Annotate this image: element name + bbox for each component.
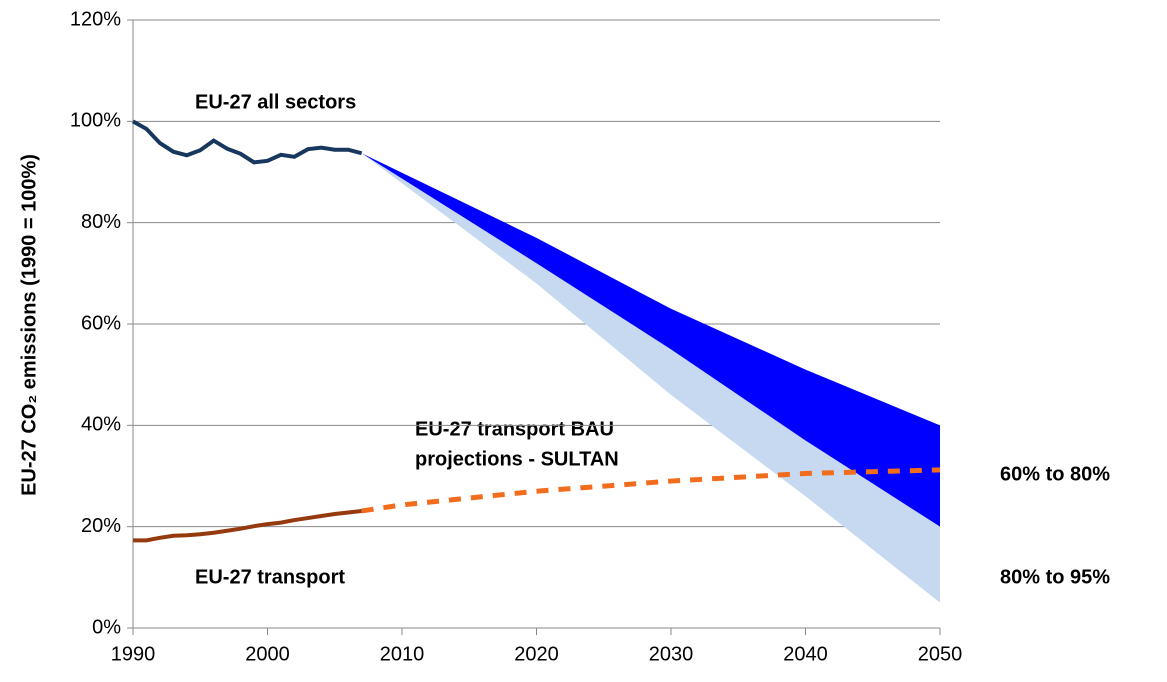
plot <box>133 19 940 528</box>
x-tick-label: 2000 <box>245 643 290 665</box>
y-tick-label: 120% <box>70 8 121 30</box>
y-tick-label: 20% <box>81 515 121 537</box>
y-tick-label: 60% <box>81 312 121 334</box>
x-tick-label: 2040 <box>783 643 828 665</box>
y-tick-label: 40% <box>81 414 121 436</box>
x-tick-label: 2050 <box>918 643 963 665</box>
y-tick-label: 0% <box>92 616 121 638</box>
band <box>361 153 940 527</box>
band <box>361 153 940 603</box>
x-tick-label: 1990 <box>111 643 156 665</box>
y-axis-title: EU-27 CO₂ emissions (1990 = 100%) <box>18 154 40 496</box>
x-tick-label: 2020 <box>514 643 559 665</box>
annotation: EU-27 all sectors <box>195 91 356 113</box>
y-tick-label: 100% <box>70 110 121 132</box>
y-tick-label: 80% <box>81 211 121 233</box>
x-tick-label: 2030 <box>649 643 694 665</box>
band-label: 80% to 95% <box>1000 566 1110 588</box>
annotation: projections - SULTAN <box>415 448 619 470</box>
annotation: EU-27 transport <box>195 566 345 588</box>
band-label: 60% to 80% <box>1000 463 1110 485</box>
line <box>132 119 363 165</box>
annotation: EU-27 transport BAU <box>415 418 614 440</box>
x-tick-label: 2010 <box>380 643 425 665</box>
line <box>133 508 362 543</box>
line <box>361 467 941 514</box>
